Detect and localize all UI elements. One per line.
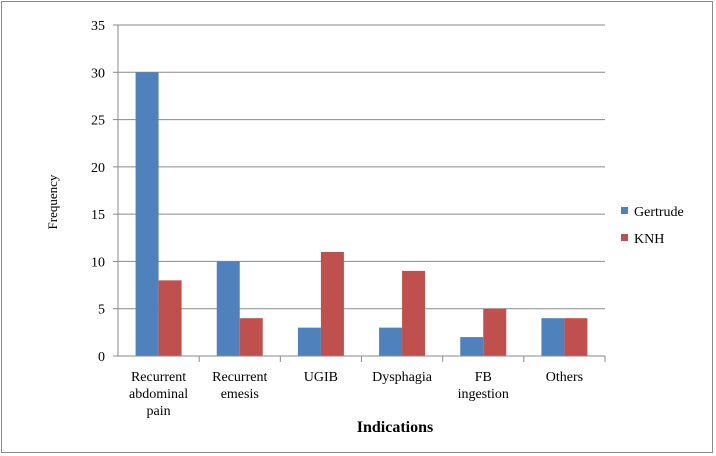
bar-gertrude [460, 337, 484, 356]
axes [113, 24, 606, 362]
bar-knh [483, 308, 507, 356]
bar-gertrude [297, 327, 321, 356]
bar-knh [564, 318, 588, 356]
x-tick-label: Dysphagia [372, 370, 433, 385]
y-tick-label: 0 [98, 350, 105, 365]
y-tick-label: 25 [91, 114, 105, 129]
x-tick-label-line: Dysphagia [372, 370, 433, 385]
legend-swatch-gertrude [621, 207, 628, 214]
x-tick-label-line: ingestion [458, 387, 509, 402]
x-tick-label-line: emesis [221, 387, 259, 402]
x-tick-label-line: Recurrent [131, 370, 186, 385]
y-tick-label: 10 [91, 255, 105, 270]
x-tick-label: UGIB [304, 370, 338, 385]
x-tick-label-line: FB [475, 370, 492, 385]
legend-label-gertrude: Gertrude [634, 205, 684, 220]
x-tick-label: Recurrent abdominal pain [129, 370, 188, 419]
legend: Gertrude KNH [621, 205, 684, 247]
bar-knh [239, 318, 263, 356]
bar-gertrude [541, 318, 565, 356]
bar-gertrude [379, 327, 403, 356]
x-tick-labels: Recurrent abdominal pain Recurrent emesis UGI… [129, 370, 583, 419]
y-tick-labels: 0 5 10 15 20 25 30 35 [91, 19, 105, 365]
x-tick-label-line: Others [546, 370, 583, 385]
gridlines [118, 24, 605, 310]
bars [135, 72, 588, 357]
y-tick-label: 15 [91, 208, 105, 223]
x-tick-label: Others [546, 370, 583, 385]
y-tick-label: 20 [91, 161, 105, 176]
x-tick-label: Recurrent emesis [212, 370, 267, 402]
x-tick-label-line: Recurrent [212, 370, 267, 385]
bar-knh [402, 270, 426, 356]
y-axis-label: Frequency [45, 174, 60, 229]
legend-label-knh: KNH [634, 232, 664, 247]
x-axis-label: Indications [357, 419, 433, 436]
bar-gertrude [216, 261, 240, 356]
bar-gertrude [135, 72, 159, 357]
y-tick-label: 5 [98, 303, 105, 318]
x-tick-label: FB ingestion [458, 370, 509, 402]
x-tick-label-line: abdominal [129, 387, 188, 402]
x-tick-label-line: pain [147, 404, 171, 419]
x-tick-label-line: UGIB [304, 370, 338, 385]
y-tick-label: 35 [91, 19, 105, 34]
bar-knh [320, 251, 344, 356]
bar-knh [158, 280, 182, 356]
y-tick-label: 30 [91, 66, 105, 81]
legend-swatch-knh [621, 234, 628, 241]
